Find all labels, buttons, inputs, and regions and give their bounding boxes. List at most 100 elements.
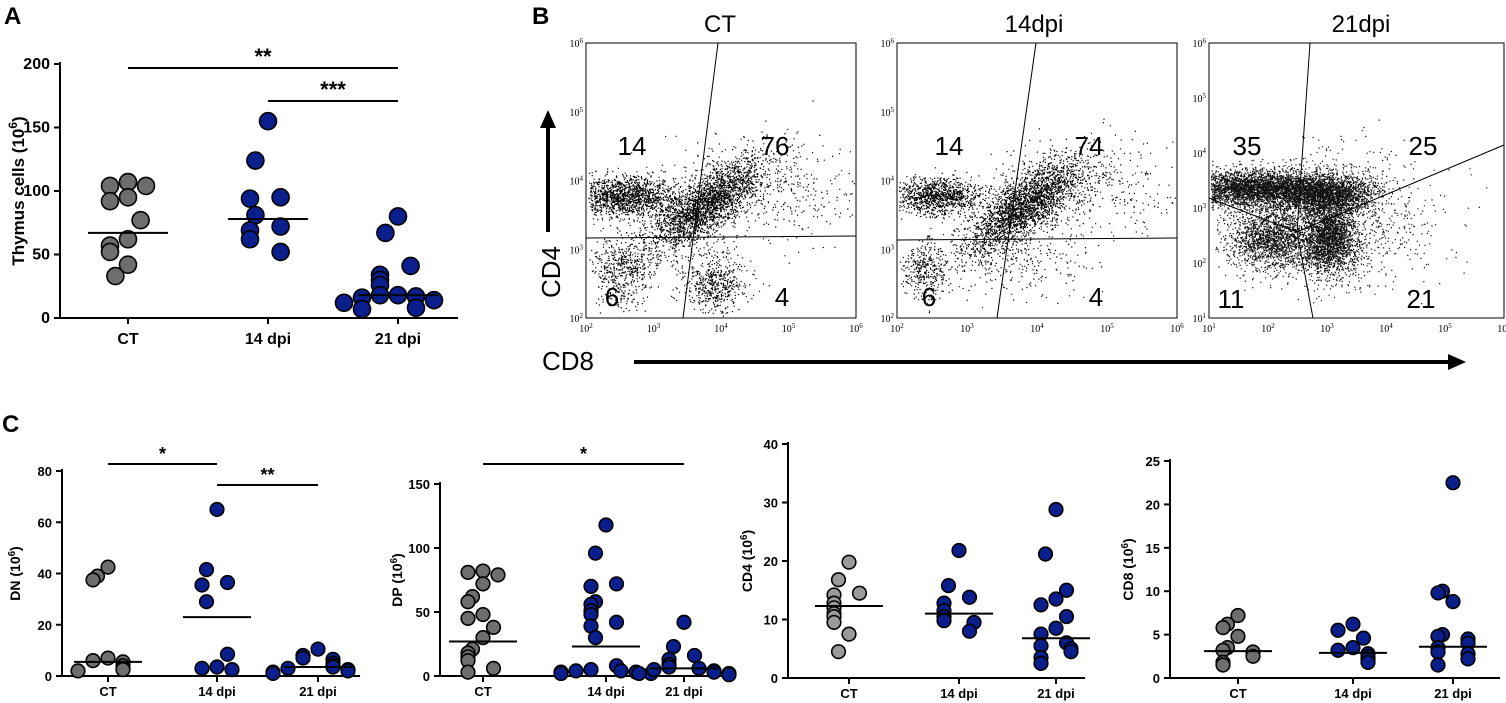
y-axis-label: DP (106) [389, 553, 406, 606]
data-point-c2-series-1 [583, 578, 599, 595]
data-point-a-series-2 [401, 256, 420, 276]
y-tick-label: 100 [408, 541, 430, 556]
x-tick-base: 10 [1320, 324, 1330, 335]
y-axis-label-sup: 6 [389, 557, 400, 563]
quadrant-percent-ur: 25 [1409, 131, 1438, 161]
data-point-c4-series-1 [1360, 654, 1376, 670]
data-point-c2-series-0 [475, 563, 491, 579]
data-point-c2-series-0 [460, 610, 476, 627]
data-point-c3-series-0 [826, 614, 842, 631]
flow-panel-title: 21dpi [1332, 11, 1391, 38]
y-tick-exp: 1 [1203, 312, 1207, 320]
data-point-c3-series-2 [1048, 501, 1064, 518]
y-tick-exp: 6 [1203, 37, 1207, 45]
quadrant-percent-ul: 14 [935, 131, 964, 161]
x-tick-base: 10 [647, 324, 657, 335]
x-tick-base: 10 [849, 324, 859, 335]
data-point-c4-series-0 [1230, 628, 1246, 644]
data-point-c2-series-2 [686, 647, 703, 664]
data-point-c2-series-0 [460, 594, 476, 610]
data-point-c4-series-1 [1330, 642, 1346, 658]
gate-line [896, 237, 1178, 241]
data-point-c3-series-0 [830, 644, 847, 660]
significance-label: * [159, 444, 166, 464]
x-tick-exp: 3 [970, 322, 974, 330]
y-tick-exp: 4 [1203, 147, 1207, 155]
data-point-c3-series-1 [936, 613, 952, 629]
y-tick-label: 106 [881, 37, 895, 50]
y-tick-label: 102 [881, 312, 895, 325]
y-tick-base: 10 [881, 245, 891, 256]
flow-panel-title: 14dpi [1005, 11, 1064, 38]
x-tick-exp: 2 [1271, 322, 1275, 330]
x-tick-label: CT [99, 684, 116, 699]
data-point-a-series-2 [352, 299, 372, 319]
cd4-axis-arrow [540, 110, 556, 232]
x-tick-base: 10 [782, 324, 792, 335]
data-point-c4-series-2 [1445, 475, 1461, 491]
data-point-c3-series-0 [841, 626, 857, 642]
y-tick-base: 10 [881, 314, 891, 325]
y-tick-label: 105 [881, 106, 895, 119]
x-tick-label: 103 [647, 322, 661, 335]
data-point-c1-series-1 [198, 594, 215, 610]
x-tick-exp: 4 [1040, 322, 1044, 330]
x-tick-exp: 2 [589, 322, 593, 330]
y-tick-exp: 2 [580, 312, 584, 320]
y-tick-label: 105 [1193, 92, 1207, 105]
x-tick-label: 104 [1379, 322, 1393, 335]
y-axis-label: CD4 (106) [739, 530, 756, 592]
x-tick-exp: 6 [859, 322, 863, 330]
x-tick-base: 10 [1497, 324, 1506, 335]
data-point-c2-series-2 [661, 659, 677, 675]
y-tick-exp: 4 [891, 175, 895, 183]
y-tick-label: 101 [1193, 312, 1207, 325]
x-tick-base: 10 [1438, 324, 1448, 335]
y-tick-base: 10 [1193, 314, 1203, 325]
data-point-c4-series-1 [1345, 640, 1361, 656]
y-tick-label: 104 [881, 175, 895, 188]
data-point-c1-series-0 [115, 661, 131, 678]
x-tick-exp: 3 [657, 322, 661, 330]
y-tick-exp: 2 [891, 312, 895, 320]
data-point-c2-series-2 [721, 667, 737, 683]
data-point-c1-series-0 [85, 653, 101, 669]
y-tick-label: 103 [881, 243, 895, 256]
data-point-a-series-0 [136, 176, 156, 196]
y-tick-label: 10 [764, 613, 778, 628]
data-point-c2-series-1 [598, 517, 614, 533]
data-point-c2-series-0 [485, 660, 502, 676]
chart-thymus-cells: 0 50 100 150 200 CT 14 dpi 21 dpi Thymus cells (… [6, 44, 458, 348]
x-tick-exp: 4 [1389, 322, 1393, 330]
y-tick-label: 10 [1146, 584, 1160, 599]
y-tick-base: 10 [570, 245, 580, 256]
significance-label: ** [254, 44, 272, 69]
y-tick-exp: 2 [1203, 257, 1207, 265]
gate-line [682, 42, 719, 319]
data-point-c1-series-1 [194, 577, 210, 593]
y-tick-base: 10 [1193, 204, 1203, 215]
cd8-axis-arrow [634, 354, 1466, 370]
y-axis-label: Thymus cells (106) [6, 116, 28, 265]
data-point-a-series-1 [246, 205, 265, 225]
gate-line [1296, 231, 1314, 319]
x-tick-label: 102 [1261, 322, 1275, 335]
x-tick-label: 105 [1100, 322, 1114, 335]
x-tick-exp: 4 [724, 322, 728, 330]
data-point-a-series-0 [106, 266, 125, 286]
x-tick-label: 14 dpi [1334, 686, 1372, 701]
y-tick-base: 10 [1193, 259, 1203, 270]
quadrant-percent-ll: 6 [605, 282, 619, 312]
y-tick-label: 104 [1193, 147, 1207, 160]
data-point-c3-series-2 [1058, 582, 1075, 598]
y-tick-base: 10 [570, 108, 580, 119]
quadrant-percent-ll: 6 [922, 282, 936, 312]
data-point-c2-series-0 [475, 606, 491, 623]
quadrant-percent-lr: 21 [1407, 284, 1436, 314]
data-point-c1-series-1 [198, 562, 215, 578]
data-point-c2-series-2 [631, 665, 647, 682]
y-tick-label: 106 [1193, 37, 1207, 50]
